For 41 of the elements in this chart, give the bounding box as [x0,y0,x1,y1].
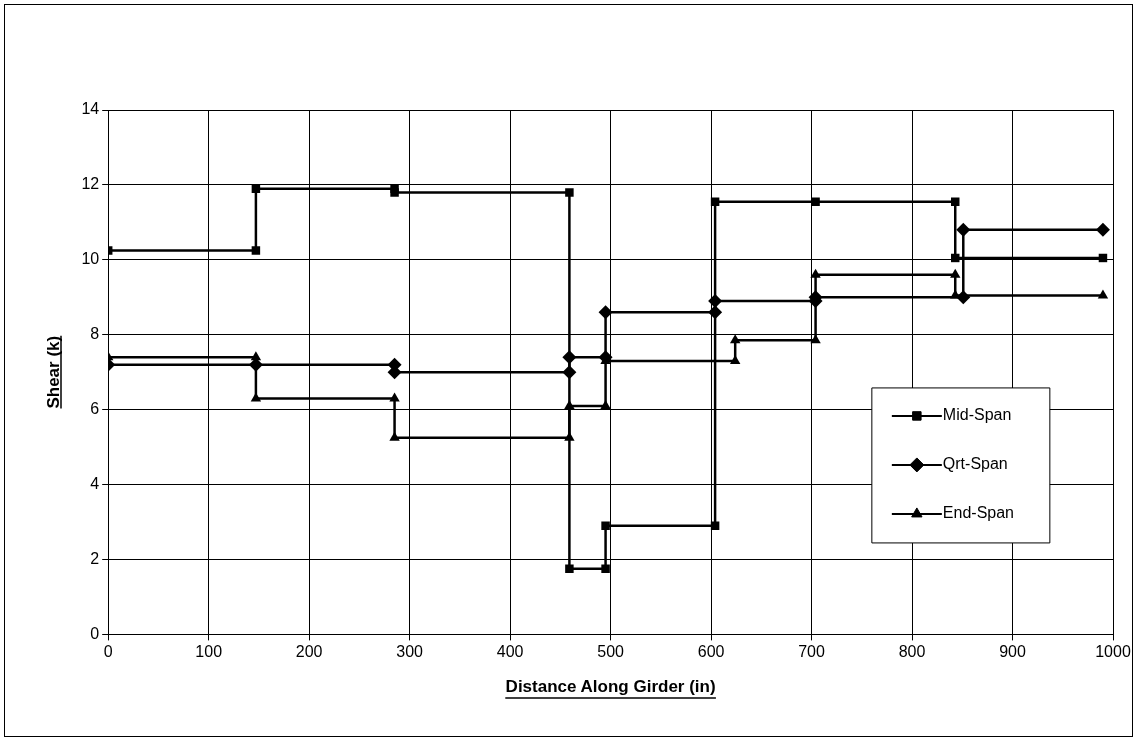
x-tick-label: 100 [195,643,223,661]
x-tick-label: 0 [103,643,113,661]
legend-label: Qrt-Span [942,455,1008,473]
y-tick-label: 6 [90,400,100,418]
y-tick-label: 4 [90,474,100,492]
legend-label: Mid-Span [942,406,1012,424]
x-axis-title: Distance Along Girder (in) [505,677,716,697]
y-tick-label: 0 [90,624,100,642]
x-tick-label: 500 [597,643,625,661]
x-tick-label: 1000 [1095,643,1131,661]
point [950,268,961,278]
point [390,188,399,197]
x-tick-label: 400 [496,643,524,661]
y-tick-label: 14 [81,100,100,118]
point [565,564,574,574]
point [730,334,741,344]
x-tick-label: 600 [697,643,725,661]
point [598,305,613,320]
point [811,197,820,207]
x-tick-label: 900 [999,643,1026,661]
point [565,188,574,197]
y-axis-title: Shear (k) [43,335,63,409]
y-tick-label: 2 [90,549,100,567]
y-tick-label: 12 [81,175,100,193]
point [601,521,610,531]
point [810,334,821,344]
legend-label: End-Span [942,504,1015,522]
point [956,290,971,305]
point [1097,289,1109,299]
x-tick-label: 200 [295,643,323,661]
point [1095,222,1110,237]
y-tick-label: 8 [90,325,100,343]
x-tick-label: 700 [798,643,825,661]
point [601,564,610,574]
x-tick-label: 300 [396,643,424,661]
point [956,222,971,237]
point [810,268,821,278]
x-tick-label: 800 [898,643,926,661]
point [251,184,261,193]
y-tick-label: 10 [81,250,100,268]
point [251,246,261,255]
